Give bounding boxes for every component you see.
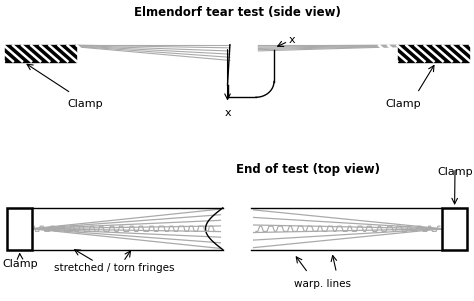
Text: stretched / torn fringes: stretched / torn fringes <box>54 263 174 273</box>
Bar <box>7 208 32 250</box>
Text: warp. lines: warp. lines <box>294 279 351 289</box>
Text: Clamp: Clamp <box>437 166 473 177</box>
Bar <box>5 45 76 62</box>
Text: x: x <box>224 107 231 118</box>
Text: Clamp: Clamp <box>67 99 103 109</box>
Bar <box>442 208 467 250</box>
Text: End of test (top view): End of test (top view) <box>236 163 380 175</box>
Text: Elmendorf tear test (side view): Elmendorf tear test (side view) <box>134 6 340 19</box>
Text: x: x <box>288 35 295 45</box>
Text: Clamp: Clamp <box>2 259 38 269</box>
Text: Clamp: Clamp <box>385 99 421 109</box>
Bar <box>398 45 469 62</box>
